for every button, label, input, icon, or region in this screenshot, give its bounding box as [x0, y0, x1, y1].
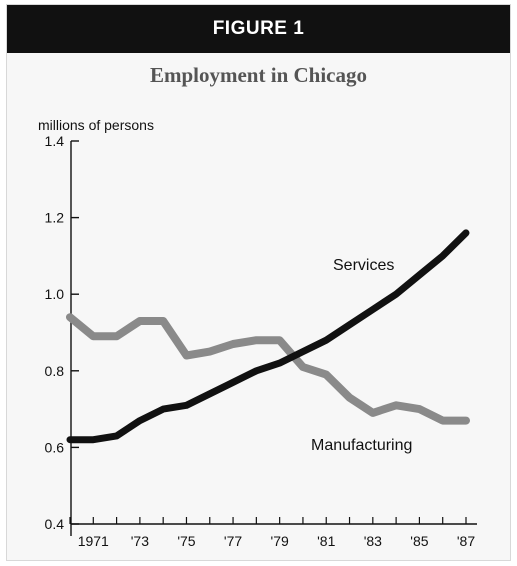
- line-chart: millions of persons 0.4 0.6 0.8 1.0 1.2 1.4 19…: [38, 117, 477, 549]
- y-tick-label: 0.6: [45, 439, 65, 455]
- x-tick-label: '83: [364, 533, 382, 549]
- y-tick-label: 1.4: [45, 133, 65, 149]
- x-tick-label: '81: [317, 533, 335, 549]
- x-tick-label: '79: [271, 533, 289, 549]
- figure-header: FIGURE 1: [7, 5, 510, 53]
- x-tick-label: '87: [457, 533, 475, 549]
- series-label-services: Services: [333, 257, 394, 274]
- series-labels: Services Manufacturing: [311, 257, 412, 454]
- y-tick-label: 1.0: [45, 286, 65, 302]
- y-tick-label: 1.2: [45, 210, 65, 226]
- y-tick-label: 0.8: [45, 363, 65, 379]
- x-tick-label: '85: [410, 533, 428, 549]
- series-label-manufacturing: Manufacturing: [311, 437, 412, 454]
- y-tick-label: 0.4: [45, 516, 65, 532]
- chart-title: Employment in Chicago: [149, 63, 367, 87]
- series-line-services: [66, 229, 470, 444]
- x-tick-label: '75: [177, 533, 195, 549]
- y-axis-label: millions of persons: [38, 117, 154, 133]
- series-lines: [66, 229, 470, 444]
- x-tick-label: '77: [224, 533, 242, 549]
- series-line-manufacturing: [66, 313, 470, 425]
- x-tick-label: 1971: [78, 533, 109, 549]
- figure-panel: FIGURE 1 Employment in Chicago millions …: [6, 4, 511, 561]
- x-tick-label: '73: [131, 533, 149, 549]
- axes: 0.4 0.6 0.8 1.0 1.2 1.4 1971 '73 '75 '77 '79 '81 '83…: [45, 133, 477, 549]
